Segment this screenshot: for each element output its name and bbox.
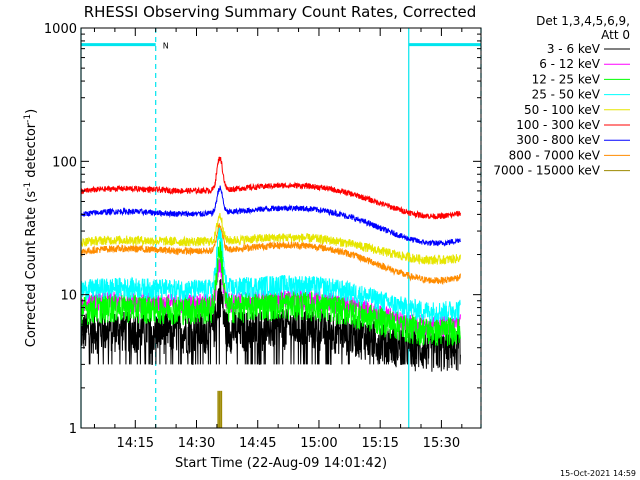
chart-title: RHESSI Observing Summary Count Rates, Co…	[84, 3, 477, 21]
x-tick-label: 14:15	[117, 436, 154, 451]
series-line	[80, 239, 461, 347]
footer-date: 15-Oct-2021 14:59	[560, 469, 636, 478]
y-axis-label: Corrected Count Rate (s-1 detector-1)	[23, 109, 39, 347]
legend-label: 100 - 300 keV	[516, 118, 600, 132]
y-tick-label: 100	[52, 155, 77, 170]
y-tick-label: 1000	[44, 22, 77, 37]
y-tick-label: 10	[60, 289, 77, 304]
series-line	[80, 212, 461, 265]
series-line	[80, 226, 461, 323]
series-line	[80, 222, 461, 286]
legend-label: 3 - 6 keV	[547, 42, 601, 56]
series-line	[80, 185, 461, 247]
legend-label: 25 - 50 keV	[532, 88, 601, 102]
series-line	[80, 156, 461, 220]
x-tick-label: 14:30	[178, 436, 215, 451]
series-line	[80, 278, 461, 372]
legend-label: 6 - 12 keV	[539, 57, 601, 71]
plot-frame	[80, 27, 482, 429]
legend-label: 300 - 800 keV	[516, 133, 600, 147]
x-tick-label: 15:15	[361, 436, 398, 451]
x-tick-label: 15:30	[423, 436, 460, 451]
x-tick-label: 14:45	[239, 436, 276, 451]
y-tick-label: 1	[69, 422, 77, 437]
legend-label: 12 - 25 keV	[532, 72, 601, 86]
legend-label: 7000 - 15000 keV	[493, 164, 600, 178]
y-axis: 1 10 100 1000	[44, 22, 481, 437]
legend-header-line-1: Det 1,3,4,5,6,9,	[536, 14, 630, 28]
saa-label: N	[163, 42, 169, 51]
plot-area: N	[80, 28, 482, 428]
legend-header-line-2: Att 0	[601, 28, 630, 42]
x-axis-label: Start Time (22-Aug-09 14:01:42)	[175, 456, 387, 471]
legend-label: 50 - 100 keV	[524, 103, 601, 117]
legend-label: 800 - 7000 keV	[509, 148, 601, 162]
x-axis: 14:15 14:30 14:45 15:00 15:15 15:30	[93, 28, 463, 451]
x-tick-label: 15:00	[300, 436, 337, 451]
